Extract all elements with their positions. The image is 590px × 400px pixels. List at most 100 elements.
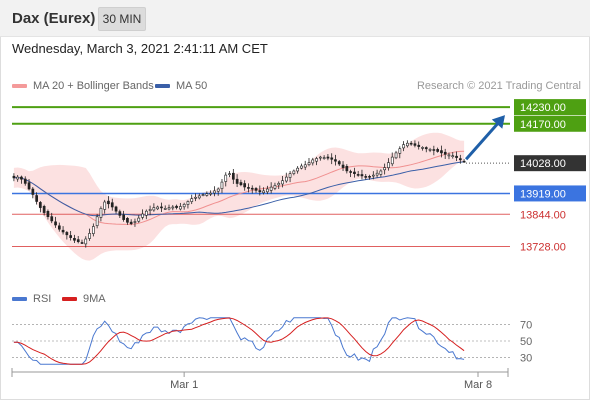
candle-bull bbox=[390, 156, 394, 165]
x-tick-label: Mar 8 bbox=[464, 379, 492, 391]
candle-bull bbox=[220, 181, 224, 189]
candle-bull bbox=[284, 176, 288, 182]
ma50-swatch bbox=[155, 84, 170, 88]
legend-9ma: 9MA bbox=[62, 293, 106, 305]
pivot-level-box bbox=[514, 185, 586, 202]
candle-bull bbox=[213, 190, 216, 194]
candle-bear bbox=[413, 143, 417, 146]
9ma-swatch bbox=[62, 297, 77, 301]
candle-bull bbox=[405, 142, 409, 147]
candle-bear bbox=[356, 174, 360, 176]
candle-bull bbox=[194, 197, 197, 199]
candle-bull bbox=[273, 185, 277, 189]
candle-bear bbox=[46, 211, 50, 218]
candle-bear bbox=[23, 178, 27, 184]
candle-bear bbox=[345, 166, 349, 172]
candle-bear bbox=[368, 176, 371, 178]
copyright-text: Research © 2021 Trading Central bbox=[416, 80, 581, 92]
candle-bull bbox=[103, 201, 107, 210]
candle-bear bbox=[114, 206, 118, 212]
forecast-arrow-head bbox=[491, 115, 505, 129]
candle-bear bbox=[54, 221, 57, 226]
candle-bull bbox=[379, 170, 383, 175]
candle-bull bbox=[145, 210, 148, 216]
target-level-box bbox=[514, 115, 586, 132]
candle-bull bbox=[201, 194, 205, 196]
header-bar: Dax (Eurex) 30 MIN bbox=[0, 0, 590, 37]
candle-bull bbox=[371, 174, 375, 177]
target-level-label: 14170.00 bbox=[520, 119, 566, 131]
candle-bull bbox=[262, 190, 266, 193]
candle-bear bbox=[122, 214, 125, 220]
candle-bear bbox=[432, 149, 436, 151]
candle-bear bbox=[126, 218, 129, 223]
candle-bull bbox=[322, 157, 326, 159]
candle-bear bbox=[330, 157, 334, 160]
candle-bear bbox=[360, 174, 364, 177]
candle-bull bbox=[311, 159, 315, 164]
candle-bear bbox=[424, 147, 428, 150]
candle-bear bbox=[440, 150, 443, 154]
candle-bull bbox=[428, 149, 432, 151]
candle-bear bbox=[436, 149, 440, 152]
support-level-label: 13728.00 bbox=[520, 241, 566, 253]
candle-bull bbox=[95, 216, 99, 226]
instrument-title: Dax (Eurex) bbox=[12, 10, 96, 27]
candle-bear bbox=[409, 142, 413, 145]
timeframe-button[interactable]: 30 MIN bbox=[98, 7, 146, 31]
ma20-label: MA 20 + Bollinger Bands bbox=[33, 80, 154, 92]
candle-bull bbox=[296, 167, 300, 172]
rsi-swatch bbox=[12, 297, 27, 301]
ma20-swatch bbox=[12, 84, 27, 88]
current-price-label: 14028.00 bbox=[520, 158, 566, 170]
candle-bear bbox=[462, 160, 466, 163]
candle-bull bbox=[88, 233, 91, 239]
candle-bull bbox=[300, 165, 303, 169]
candle-bear bbox=[337, 161, 341, 165]
candle-bear bbox=[243, 183, 247, 188]
candle-bull bbox=[133, 221, 137, 223]
candle-bull bbox=[92, 226, 95, 234]
candle-bear bbox=[42, 206, 46, 213]
target-level-box bbox=[514, 99, 586, 116]
pivot-level-label: 13919.00 bbox=[520, 188, 566, 200]
candle-bear bbox=[353, 171, 356, 175]
candle-bear bbox=[65, 232, 69, 236]
candle-bull bbox=[451, 155, 455, 157]
candle-bear bbox=[35, 195, 38, 202]
candle-bear bbox=[80, 242, 84, 244]
candle-bull bbox=[277, 183, 281, 186]
candle-bull bbox=[216, 188, 220, 192]
candle-bear bbox=[341, 164, 345, 168]
candle-bull bbox=[383, 167, 387, 171]
bollinger-band-area bbox=[13, 132, 465, 261]
candle-bear bbox=[455, 155, 458, 158]
candle-bull bbox=[228, 173, 231, 175]
candle-bear bbox=[69, 235, 72, 238]
legend-rsi: RSI bbox=[12, 293, 51, 305]
candle-bear bbox=[349, 171, 353, 173]
rsi-9ma-line bbox=[13, 317, 465, 365]
candle-bear bbox=[364, 176, 368, 178]
candle-bear bbox=[254, 188, 258, 191]
candle-bull bbox=[167, 207, 171, 210]
candle-bear bbox=[326, 156, 330, 159]
candle-bull bbox=[394, 152, 398, 159]
candle-bull bbox=[152, 207, 156, 211]
candle-bear bbox=[27, 182, 31, 190]
candle-bear bbox=[50, 216, 54, 222]
candle-bull bbox=[387, 162, 390, 169]
candle-bull bbox=[402, 144, 405, 149]
candle-bull bbox=[224, 174, 228, 182]
candle-bull bbox=[447, 154, 451, 157]
candle-bull bbox=[179, 206, 182, 210]
rsi-tick-label: 30 bbox=[520, 353, 532, 365]
candle-bear bbox=[160, 206, 163, 209]
candle-bear bbox=[76, 239, 80, 243]
candle-bull bbox=[156, 206, 160, 210]
9ma-label: 9MA bbox=[83, 293, 106, 305]
forecast-arrow-shaft bbox=[464, 121, 501, 161]
ma50-line bbox=[13, 161, 465, 217]
candle-bull bbox=[209, 192, 213, 195]
